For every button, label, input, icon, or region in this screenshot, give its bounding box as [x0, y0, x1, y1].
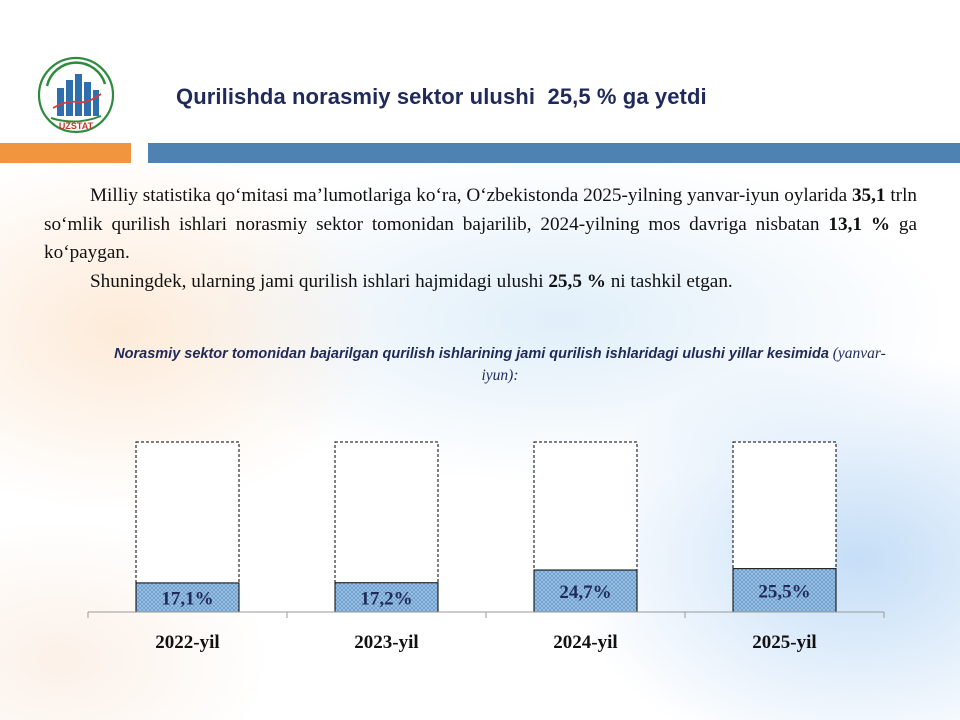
p1-text-e: ga ko‘paygan. — [44, 213, 918, 264]
p2-value-share: 25,5 % — [548, 270, 606, 292]
slide-header — [0, 0, 960, 140]
p1-value-growth: 13,1 % — [828, 213, 891, 235]
category-label: 2024-yil — [553, 632, 617, 653]
chart-title: Norasmiy sektor tomonidan bajarilgan qur… — [100, 343, 900, 387]
accent-bar-orange — [0, 143, 131, 163]
p2-text-c: ni tashkil etgan. — [605, 270, 733, 292]
page-title: Qurilishda norasmiy sektor ulushi 25,5 %… — [176, 84, 707, 109]
data-label: 25,5% — [758, 581, 810, 602]
data-label: 17,1% — [161, 588, 213, 609]
accent-bar-blue — [148, 143, 960, 163]
data-label: 24,7% — [559, 582, 611, 603]
p1-text-c: trln so‘mlik qurilish ishlari norasmiy s… — [44, 185, 917, 235]
category-label: 2025-yil — [752, 632, 816, 653]
p1-value-amount: 35,1 — [851, 185, 886, 206]
p1-text-a: Milliy statistika qo‘mitasi ma’lumotlari… — [90, 185, 852, 206]
category-label: 2023-yil — [354, 632, 418, 653]
chart-title-unit: (yanvar-iyun): — [481, 345, 886, 384]
logo-text: UZSTAT — [59, 121, 94, 131]
body-text: Milliy statistika qo‘mitasi ma’lumotlari… — [44, 182, 917, 296]
uzstat-logo: UZSTAT — [37, 56, 115, 134]
data-label: 17,2% — [360, 588, 412, 609]
p2-text-a: Shuningdek, ularning jami qurilish ishla… — [90, 270, 549, 292]
bar-share — [135, 582, 240, 613]
category-label: 2022-yil — [155, 632, 219, 653]
paragraph-2: Shuningdek, ularning jami qurilish ishla… — [44, 268, 917, 297]
bar-share — [334, 582, 439, 613]
chart-title-main: Norasmiy sektor tomonidan bajarilgan qur… — [114, 346, 829, 362]
paragraph-1: Milliy statistika qo‘mitasi ma’lumotlari… — [44, 182, 917, 268]
